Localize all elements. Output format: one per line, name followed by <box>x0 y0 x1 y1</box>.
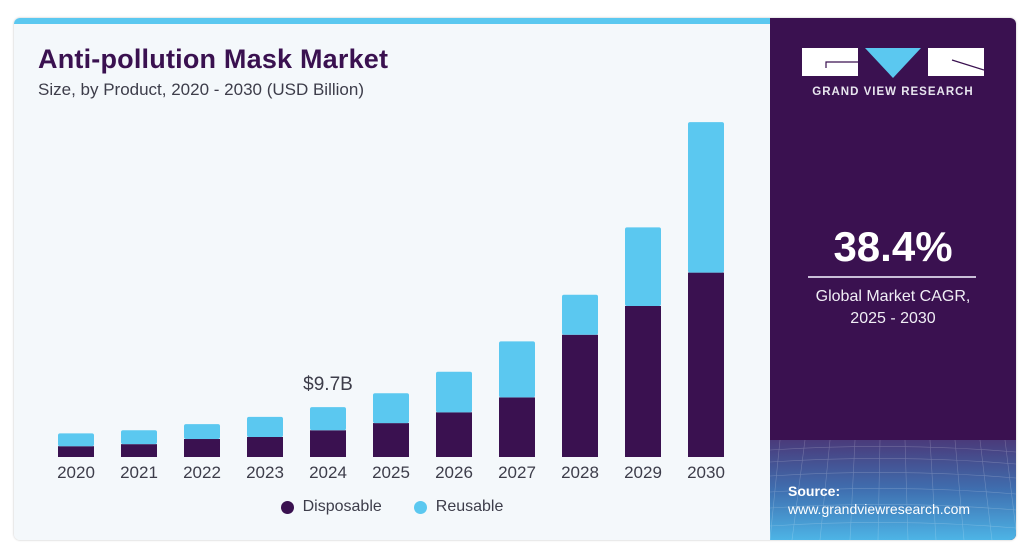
x-tick-label: 2020 <box>57 463 95 482</box>
x-tick-label: 2026 <box>435 463 473 482</box>
x-tick-label: 2023 <box>246 463 284 482</box>
x-tick-label: 2030 <box>687 463 725 482</box>
bar-disposable-2026 <box>436 412 472 457</box>
accent-bar <box>14 18 770 24</box>
bar-disposable-2023 <box>247 436 283 457</box>
x-tick-label: 2021 <box>120 463 158 482</box>
chart-subtitle: Size, by Product, 2020 - 2030 (USD Billi… <box>38 80 364 99</box>
x-tick-label: 2022 <box>183 463 221 482</box>
chart-title: Anti-pollution Mask Market <box>38 44 389 74</box>
legend-swatch-reusable <box>413 500 427 514</box>
cagr-label-line1: Global Market CAGR, <box>815 288 971 305</box>
x-tick-label: 2024 <box>309 463 347 482</box>
bar-disposable-2028 <box>562 334 598 457</box>
bar-reusable-2023 <box>247 416 283 437</box>
bar-reusable-2020 <box>58 433 94 447</box>
bar-reusable-2025 <box>373 393 409 424</box>
bar-reusable-2026 <box>436 371 472 413</box>
source-panel <box>770 440 1016 540</box>
sidebar: GRAND VIEW RESEARCH 38.4% Global Market … <box>770 18 1016 540</box>
legend: Disposable Reusable <box>14 498 770 516</box>
x-tick-label: 2027 <box>498 463 536 482</box>
bar-disposable-2022 <box>184 439 220 457</box>
data-label-annotation: $9.7B <box>303 374 353 395</box>
bar-disposable-2024 <box>310 430 346 457</box>
brand-name: GRAND VIEW RESEARCH <box>812 86 974 98</box>
cagr-value: 38.4% <box>833 223 953 270</box>
x-tick-label: 2028 <box>561 463 599 482</box>
source-link[interactable]: www.grandviewresearch.com <box>788 501 971 517</box>
x-tick-label: 2029 <box>624 463 662 482</box>
source-label: Source: <box>788 483 841 499</box>
legend-label-reusable: Reusable <box>435 498 504 515</box>
bar-disposable-2029 <box>625 305 661 457</box>
bar-reusable-2030 <box>688 122 724 273</box>
bar-reusable-2022 <box>184 424 220 440</box>
legend-item-reusable: Reusable <box>413 498 504 516</box>
mesh-pattern-icon <box>770 440 1016 540</box>
legend-swatch-disposable <box>280 500 294 514</box>
bar-reusable-2024 <box>310 407 346 431</box>
legend-label-disposable: Disposable <box>302 498 382 515</box>
bar-reusable-2027 <box>499 341 535 398</box>
bar-disposable-2030 <box>688 272 724 457</box>
cagr-divider <box>808 276 976 278</box>
infographic-card: Anti-pollution Mask Market Size, by Prod… <box>14 18 1016 540</box>
bar-disposable-2027 <box>499 397 535 457</box>
legend-item-disposable: Disposable <box>280 498 382 516</box>
grand-view-research-logo-icon <box>802 48 984 78</box>
bar-reusable-2028 <box>562 294 598 335</box>
bar-reusable-2029 <box>625 227 661 306</box>
bar-disposable-2020 <box>58 446 94 457</box>
bar-chart: 2020 2021 2022 2023 2024 $9.7B 2025 2026 2027 202… <box>57 122 725 482</box>
chart-panel: Anti-pollution Mask Market Size, by Prod… <box>14 18 770 540</box>
bar-disposable-2025 <box>373 423 409 457</box>
cagr-label: Global Market CAGR, 2025 - 2030 <box>770 286 1016 330</box>
x-tick-label: 2025 <box>372 463 410 482</box>
bar-disposable-2021 <box>121 444 157 457</box>
cagr-label-line2: 2025 - 2030 <box>850 310 936 327</box>
bar-reusable-2021 <box>121 430 157 445</box>
